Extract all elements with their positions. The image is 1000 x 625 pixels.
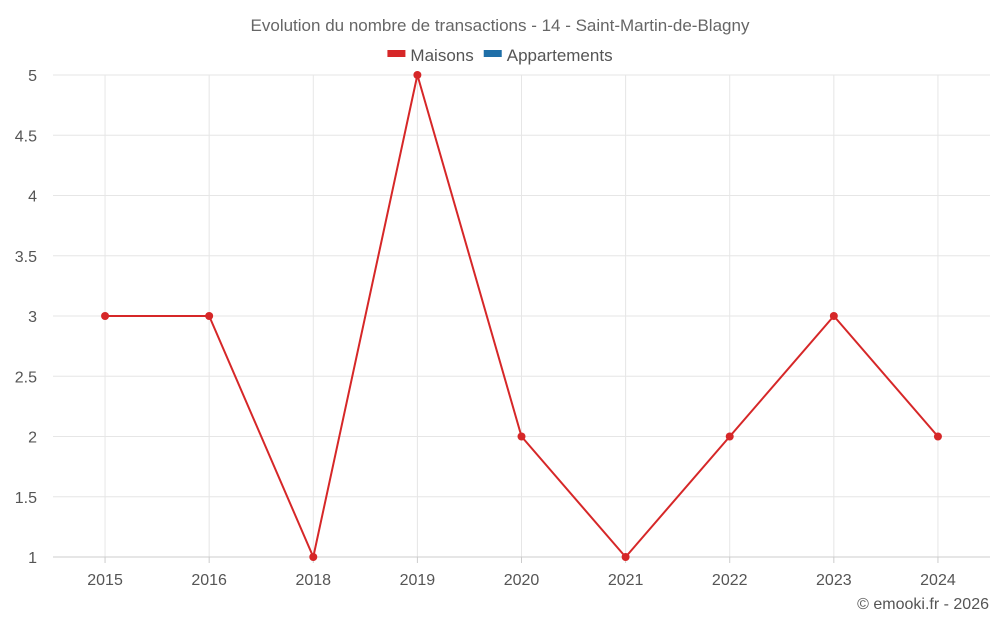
axes: 1 1.5 2 2.5 3 3.5 4 4.5 5 2015 2016 2018 2019 2020 202… (15, 68, 990, 589)
y-tick-label: 4.5 (15, 128, 37, 145)
y-tick-label: 1 (28, 550, 37, 567)
x-tick-label: 2020 (504, 572, 540, 589)
x-tick-label: 2016 (191, 572, 227, 589)
data-point[interactable] (933, 432, 942, 441)
credit-text: © emooki.fr - 2026 (857, 596, 989, 613)
grid (53, 74, 990, 557)
x-tick-label: 2019 (400, 572, 436, 589)
data-point[interactable] (829, 312, 838, 320)
y-tick-label: 4 (28, 189, 37, 206)
data-point[interactable] (725, 432, 734, 441)
x-tick-label: 2018 (295, 572, 331, 589)
data-point[interactable] (621, 553, 630, 561)
y-tick-label: 3 (28, 309, 37, 326)
x-tick-label: 2024 (920, 572, 956, 589)
x-tick-label: 2022 (712, 572, 748, 589)
legend-label: Maisons (410, 46, 473, 65)
y-tick-label: 5 (28, 68, 37, 85)
y-tick-label: 2.5 (15, 369, 37, 386)
series-layer (101, 71, 942, 561)
legend-swatch (483, 50, 502, 57)
y-tick-label: 3.5 (15, 249, 37, 266)
legend-item[interactable]: Appartements (483, 46, 613, 65)
legend-swatch (387, 50, 406, 57)
x-tick-label: 2015 (87, 572, 123, 589)
legend: Maisons Appartements (387, 46, 613, 65)
legend-item[interactable]: Maisons (387, 46, 474, 65)
data-point[interactable] (309, 553, 318, 561)
x-tick-label: 2021 (608, 572, 644, 589)
legend-label: Appartements (507, 46, 613, 65)
y-tick-label: 2 (28, 430, 37, 447)
data-point[interactable] (205, 312, 214, 320)
data-point[interactable] (101, 312, 110, 320)
chart-title: Evolution du nombre de transactions - 14… (251, 16, 750, 35)
data-point[interactable] (517, 432, 526, 441)
data-point[interactable] (413, 71, 422, 79)
x-tick-label: 2023 (816, 572, 852, 589)
y-tick-label: 1.5 (15, 490, 37, 507)
